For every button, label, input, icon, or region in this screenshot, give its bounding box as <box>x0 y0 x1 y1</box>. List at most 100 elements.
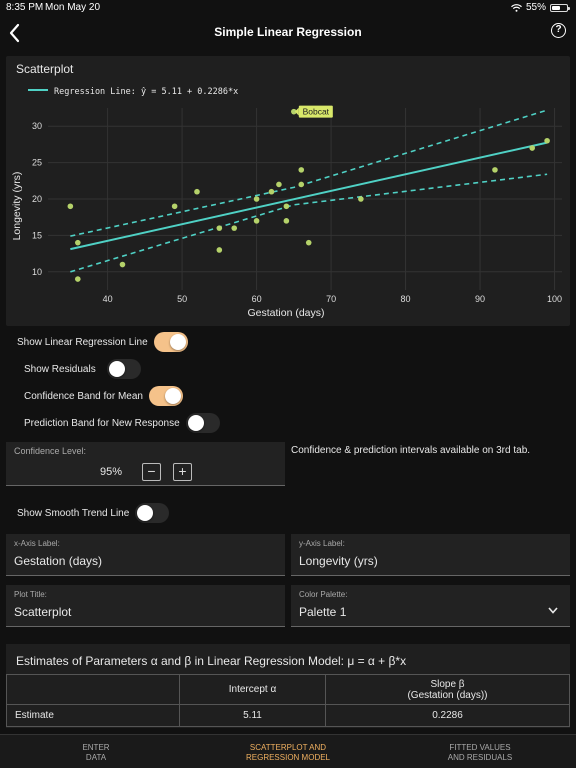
toggle-label-smooth-trend: Show Smooth Trend Line <box>17 507 130 519</box>
prediction-band-switch[interactable] <box>185 413 220 433</box>
data-point <box>253 218 260 224</box>
y-tick-label: 15 <box>32 230 42 240</box>
annotation-label: Bobcat <box>303 107 330 117</box>
toggle-row-residuals: Show Residuals <box>24 359 141 379</box>
x-tick-label: 90 <box>475 294 485 304</box>
y-tick-label: 25 <box>32 158 42 168</box>
field-value[interactable]: Gestation (days) <box>14 554 103 568</box>
field-value[interactable]: Longevity (yrs) <box>299 554 378 568</box>
tab-fitted-values[interactable]: FITTED VALUES AND RESIDUALS <box>384 743 576 763</box>
data-point <box>283 218 290 224</box>
battery-icon <box>550 3 570 12</box>
data-point <box>305 239 312 246</box>
annotation-box <box>298 105 333 118</box>
x-tick-label: 100 <box>547 294 562 304</box>
intercept-value: 5.11 <box>179 704 326 727</box>
table-row: Estimate 5.11 0.2286 <box>6 704 571 727</box>
tab-label-line1: SCATTERPLOT AND <box>249 743 327 752</box>
y-tick-label: 20 <box>32 194 42 204</box>
annotation-pointer <box>294 107 299 116</box>
tab-label-line1: FITTED VALUES <box>449 743 511 752</box>
data-point <box>529 145 536 151</box>
data-point <box>119 261 126 268</box>
tab-label-line2: DATA <box>85 753 107 762</box>
toggle-row-prediction-band: Prediction Band for New Response <box>24 413 220 433</box>
confidence-decrease-button[interactable]: − <box>142 463 161 481</box>
estimates-title: Estimates of Parameters α and β in Linea… <box>16 654 407 668</box>
toggle-row-regression-line: Show Linear Regression Line <box>17 332 188 352</box>
tab-enter-data[interactable]: ENTER DATA <box>0 743 192 763</box>
confidence-level-value: 95% <box>100 466 123 478</box>
table-header-row: Intercept α Slope β (Gestation (days)) <box>6 674 571 705</box>
y-tick-label: 30 <box>32 121 42 131</box>
plot-card-title: Scatterplot <box>16 62 74 76</box>
help-icon[interactable]: ? <box>551 23 566 38</box>
toggle-label-residuals: Show Residuals <box>24 363 96 375</box>
field-caption: Plot Title: <box>14 590 47 599</box>
data-point <box>358 196 364 202</box>
chevron-down-icon <box>548 607 558 614</box>
data-point <box>291 108 297 115</box>
field-value[interactable]: Scatterplot <box>14 605 72 619</box>
data-point <box>231 225 238 231</box>
data-point <box>253 196 260 202</box>
nav-bar: Simple Linear Regression ? <box>0 16 576 48</box>
data-point <box>268 188 275 195</box>
status-date: Mon May 20 <box>45 2 101 13</box>
regression-line-switch[interactable] <box>153 332 188 352</box>
confidence-band-upper <box>70 109 548 237</box>
slope-value: 0.2286 <box>324 704 571 727</box>
color-palette-select[interactable]: Color Palette: Palette 1 <box>291 585 570 627</box>
status-bar: 8:35 PM Mon May 20 55% <box>0 0 576 16</box>
scatterplot-chart: Regression Line: ŷ = 5.11 + 0.2286*x 40 5… <box>11 87 562 319</box>
switch-knob <box>169 334 186 350</box>
tab-label-line2: REGRESSION MODEL <box>245 753 330 762</box>
toggle-row-smooth-trend: Show Smooth Trend Line <box>17 503 170 523</box>
tab-label-line2: AND RESIDUALS <box>447 753 513 762</box>
confidence-level-box: Confidence Level: 95% − + <box>6 442 285 486</box>
switch-knob <box>164 388 181 404</box>
data-point <box>67 203 74 210</box>
x-tick-label: 40 <box>103 294 113 304</box>
confidence-band-switch[interactable] <box>148 386 183 406</box>
plot-title-field[interactable]: Plot Title: Scatterplot <box>6 585 285 627</box>
data-point <box>74 239 81 246</box>
confidence-level-caption: Confidence Level: <box>14 446 87 456</box>
table-corner-cell <box>6 674 180 705</box>
toggle-label-prediction-band: Prediction Band for New Response <box>24 417 180 429</box>
data-point <box>298 167 305 173</box>
scatterplot-card: Scatterplot Regression Line: ŷ = 5.11 + … <box>6 56 570 326</box>
data-point <box>283 203 290 210</box>
intercept-header: Intercept α <box>179 674 326 705</box>
data-point <box>216 247 223 253</box>
slope-header: Slope β (Gestation (days)) <box>324 674 571 705</box>
regression-line <box>70 141 548 251</box>
slope-header-line1: Slope β <box>430 678 465 690</box>
data-point <box>194 188 200 195</box>
confidence-band-lower <box>70 173 548 273</box>
x-axis-label-field[interactable]: x-Axis Label: Gestation (days) <box>6 534 285 576</box>
x-axis-label: Gestation (days) <box>247 307 324 319</box>
x-tick-label: 60 <box>252 294 262 304</box>
toggle-label-confidence-band: Confidence Band for Mean <box>24 390 143 402</box>
confidence-increase-button[interactable]: + <box>173 463 192 481</box>
x-tick-label: 80 <box>401 294 411 304</box>
y-tick-label: 10 <box>32 267 42 277</box>
field-caption: Color Palette: <box>299 590 348 599</box>
tab-scatterplot[interactable]: SCATTERPLOT AND REGRESSION MODEL <box>192 743 384 763</box>
status-right: 55% <box>511 2 570 13</box>
status-time: 8:35 PM <box>6 2 44 13</box>
data-point <box>298 181 305 188</box>
back-chevron-icon[interactable] <box>8 22 22 44</box>
data-point <box>74 276 81 282</box>
smooth-trend-switch[interactable] <box>135 503 170 523</box>
battery-percent: 55% <box>525 2 546 13</box>
field-caption: y-Axis Label: <box>299 539 345 548</box>
switch-knob <box>108 361 125 377</box>
page-title: Simple Linear Regression <box>214 25 362 39</box>
x-tick-label: 70 <box>326 294 336 304</box>
y-axis-label-field[interactable]: y-Axis Label: Longevity (yrs) <box>291 534 570 576</box>
estimates-card: Estimates of Parameters α and β in Linea… <box>6 644 571 728</box>
residuals-switch[interactable] <box>106 359 141 379</box>
field-caption: x-Axis Label: <box>14 539 60 548</box>
